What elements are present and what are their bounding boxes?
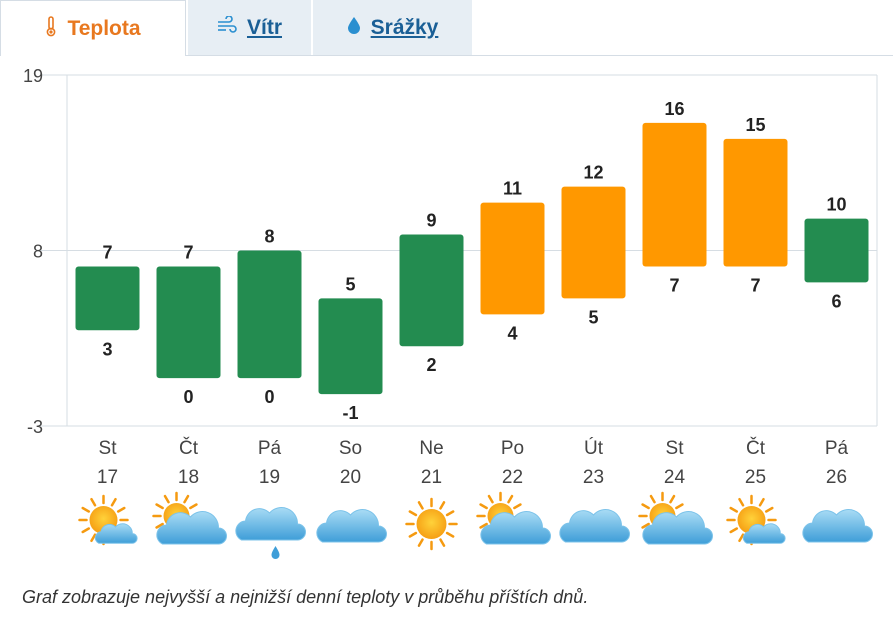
cloud-icon xyxy=(802,509,873,543)
day-label: Ne xyxy=(419,438,443,459)
date-label: 19 xyxy=(259,467,280,488)
max-temp-label: 16 xyxy=(664,99,684,119)
max-temp-label: 7 xyxy=(102,242,112,262)
date-label: 26 xyxy=(826,467,847,488)
day-label: Pá xyxy=(825,438,849,459)
y-tick-label: 8 xyxy=(33,242,43,262)
tab-teplota[interactable]: Teplota xyxy=(0,0,186,56)
date-label: 23 xyxy=(583,467,604,488)
max-temp-label: 15 xyxy=(745,115,765,135)
temp-bar xyxy=(804,218,869,283)
min-temp-label: 7 xyxy=(669,275,679,295)
wind-icon xyxy=(217,15,237,40)
sun-icon xyxy=(405,497,458,551)
min-temp-label: 5 xyxy=(588,307,598,327)
temp-bar xyxy=(480,202,545,315)
max-temp-label: 12 xyxy=(583,163,603,183)
day-label: So xyxy=(339,438,362,459)
date-label: 17 xyxy=(97,467,118,488)
min-temp-label: 7 xyxy=(750,275,760,295)
day-label: Pá xyxy=(258,438,282,459)
date-label: 20 xyxy=(340,467,361,488)
temp-bar xyxy=(156,266,221,379)
tab-label: Teplota xyxy=(67,16,141,40)
raindrop-icon xyxy=(347,16,361,40)
temp-bar xyxy=(561,186,626,299)
min-temp-label: 6 xyxy=(831,291,841,311)
max-temp-label: 5 xyxy=(345,274,355,294)
temp-bar xyxy=(237,250,302,379)
tab-srazky[interactable]: Srážky xyxy=(313,0,472,56)
chart-caption: Graf zobrazuje nejvyšší a nejnižší denní… xyxy=(22,587,589,607)
temperature-chart: 19 8 -3 7 3 St 17 7 0 Čt 18 8 0 Pá 19 5 -1 So 20 9 2 Ne 21 11 4… xyxy=(23,66,878,559)
y-tick-label: 19 xyxy=(23,66,43,86)
thermometer-icon xyxy=(45,15,57,43)
sun-behind-small-cloud-icon xyxy=(726,494,786,546)
date-label: 24 xyxy=(664,467,686,488)
tab-vitr[interactable]: Vítr xyxy=(188,0,311,56)
max-temp-label: 9 xyxy=(426,211,436,231)
temp-bar xyxy=(75,266,140,331)
day-label: Po xyxy=(501,438,524,459)
y-tick-label: -3 xyxy=(27,417,43,437)
max-temp-label: 11 xyxy=(503,179,522,199)
day-label: Út xyxy=(584,437,604,459)
sun-behind-small-cloud-icon xyxy=(78,494,138,546)
tab-label: Vítr xyxy=(246,16,282,39)
max-temp-label: 8 xyxy=(264,227,274,247)
sun-behind-cloud-icon xyxy=(476,491,551,545)
cloud-with-rain-icon xyxy=(235,507,306,559)
date-label: 18 xyxy=(178,467,199,488)
tab-label: Srážky xyxy=(370,16,439,39)
min-temp-label: -1 xyxy=(342,403,358,423)
min-temp-label: 0 xyxy=(183,387,193,407)
date-label: 21 xyxy=(421,467,442,488)
max-temp-label: 10 xyxy=(826,195,846,215)
temp-bar xyxy=(318,298,383,395)
min-temp-label: 0 xyxy=(264,387,274,407)
min-temp-label: 4 xyxy=(507,323,517,343)
cloud-icon xyxy=(316,509,387,543)
temp-bar xyxy=(642,122,707,267)
max-temp-label: 7 xyxy=(183,242,193,262)
temp-bar xyxy=(723,138,788,267)
tab-divider xyxy=(186,55,893,56)
day-label: Čt xyxy=(179,437,199,459)
day-label: Čt xyxy=(746,437,766,459)
date-label: 25 xyxy=(745,467,766,488)
cloud-icon xyxy=(559,509,630,543)
min-temp-label: 2 xyxy=(426,355,436,375)
temp-bar xyxy=(399,234,464,347)
day-label: St xyxy=(99,438,118,459)
sun-behind-cloud-icon xyxy=(638,491,713,545)
min-temp-label: 3 xyxy=(102,339,112,359)
date-label: 22 xyxy=(502,467,523,488)
sun-behind-cloud-icon xyxy=(152,491,227,545)
day-label: St xyxy=(666,438,685,459)
tab-bar: Teplota Vítr Srážky xyxy=(0,0,893,56)
